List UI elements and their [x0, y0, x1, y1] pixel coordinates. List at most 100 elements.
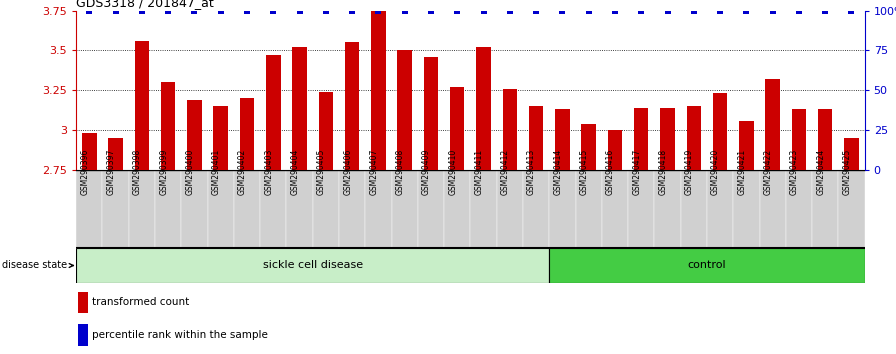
Text: GDS3318 / 201847_at: GDS3318 / 201847_at	[76, 0, 214, 10]
Text: GSM290425: GSM290425	[842, 149, 851, 195]
Text: GSM290403: GSM290403	[264, 149, 273, 195]
Bar	[187, 100, 202, 170]
Bar	[424, 57, 438, 170]
Bar	[292, 47, 306, 170]
Bar	[786, 170, 812, 248]
Text: GSM290423: GSM290423	[790, 149, 799, 195]
Text: GSM290401: GSM290401	[211, 149, 220, 195]
Bar	[733, 170, 760, 248]
Point	[792, 8, 806, 13]
Bar	[134, 41, 149, 170]
Bar	[575, 170, 602, 248]
Bar	[78, 324, 88, 346]
Bar	[82, 133, 97, 170]
Text: GSM290399: GSM290399	[159, 149, 168, 195]
Point	[713, 8, 728, 13]
Bar	[582, 124, 596, 170]
Text: GSM290418: GSM290418	[659, 149, 668, 195]
Point	[529, 8, 543, 13]
Bar	[398, 50, 412, 170]
Text: GSM290421: GSM290421	[737, 149, 746, 195]
Point	[161, 8, 176, 13]
Text: GSM290422: GSM290422	[763, 149, 772, 195]
Point	[686, 8, 701, 13]
Bar	[181, 170, 208, 248]
Text: percentile rank within the sample: percentile rank within the sample	[92, 330, 268, 340]
Point	[818, 8, 832, 13]
Point	[134, 8, 149, 13]
Bar	[713, 93, 728, 170]
Point	[187, 8, 202, 13]
Bar	[549, 248, 865, 283]
Point	[503, 8, 517, 13]
Point	[582, 8, 596, 13]
Bar	[686, 106, 701, 170]
Point	[607, 8, 622, 13]
Point	[556, 8, 570, 13]
Point	[660, 8, 675, 13]
Text: GSM290416: GSM290416	[606, 149, 615, 195]
Point	[844, 8, 858, 13]
Point	[213, 8, 228, 13]
Bar	[155, 170, 181, 248]
Bar	[470, 170, 496, 248]
Bar	[450, 87, 464, 170]
Bar	[607, 130, 622, 170]
Point	[319, 8, 333, 13]
Bar	[707, 170, 733, 248]
Point	[398, 8, 412, 13]
Bar	[345, 42, 359, 170]
Bar	[760, 170, 786, 248]
Text: GSM290409: GSM290409	[422, 149, 431, 195]
Bar	[313, 170, 339, 248]
Text: GSM290411: GSM290411	[475, 149, 484, 195]
Text: GSM290408: GSM290408	[396, 149, 405, 195]
Text: disease state: disease state	[2, 261, 73, 270]
Bar	[503, 89, 517, 170]
Bar	[240, 98, 254, 170]
Bar	[496, 170, 523, 248]
Text: GSM290424: GSM290424	[816, 149, 825, 195]
Bar	[523, 170, 549, 248]
Bar	[765, 79, 780, 170]
Bar	[812, 170, 839, 248]
Text: GSM290412: GSM290412	[501, 149, 510, 195]
Point	[739, 8, 754, 13]
Text: transformed count: transformed count	[92, 297, 189, 307]
Bar	[392, 170, 418, 248]
Text: GSM290397: GSM290397	[107, 149, 116, 195]
Bar	[602, 170, 628, 248]
Bar	[839, 170, 865, 248]
Text: GSM290414: GSM290414	[554, 149, 563, 195]
Point	[765, 8, 780, 13]
Bar	[102, 170, 129, 248]
Point	[634, 8, 649, 13]
Bar	[792, 109, 806, 170]
Point	[108, 8, 123, 13]
Point	[371, 8, 385, 13]
Text: GSM290417: GSM290417	[633, 149, 642, 195]
Bar	[208, 170, 234, 248]
Bar	[371, 11, 385, 170]
Text: GSM290404: GSM290404	[290, 149, 299, 195]
Bar	[266, 55, 280, 170]
Bar	[78, 292, 88, 313]
Bar	[529, 106, 543, 170]
Text: GSM290410: GSM290410	[448, 149, 457, 195]
Point	[424, 8, 438, 13]
Text: GSM290415: GSM290415	[580, 149, 589, 195]
Bar	[549, 170, 575, 248]
Bar	[108, 138, 123, 170]
Bar	[76, 248, 549, 283]
Text: GSM290400: GSM290400	[185, 149, 194, 195]
Bar	[477, 47, 491, 170]
Text: GSM290413: GSM290413	[527, 149, 536, 195]
Text: GSM290419: GSM290419	[685, 149, 694, 195]
Text: GSM290398: GSM290398	[133, 149, 142, 195]
Text: GSM290405: GSM290405	[317, 149, 326, 195]
Text: GSM290402: GSM290402	[238, 149, 247, 195]
Text: GSM290407: GSM290407	[369, 149, 378, 195]
Text: sickle cell disease: sickle cell disease	[263, 261, 363, 270]
Bar	[129, 170, 155, 248]
Bar	[818, 109, 832, 170]
